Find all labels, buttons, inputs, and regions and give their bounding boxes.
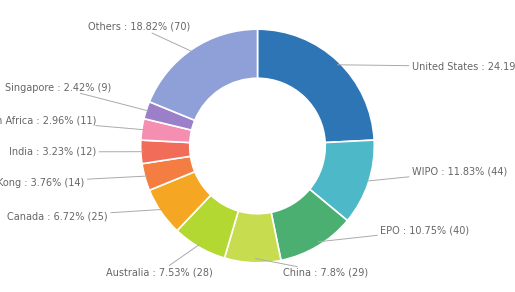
Text: United States : 24.19% (90): United States : 24.19% (90): [337, 62, 515, 72]
Text: Others : 18.82% (70): Others : 18.82% (70): [88, 22, 193, 52]
Wedge shape: [149, 172, 211, 231]
Text: EPO : 10.75% (40): EPO : 10.75% (40): [318, 225, 469, 242]
Wedge shape: [144, 102, 195, 130]
Wedge shape: [142, 156, 195, 190]
Wedge shape: [310, 140, 374, 220]
Text: WIPO : 11.83% (44): WIPO : 11.83% (44): [367, 167, 507, 181]
Text: Chinese Hong Kong : 3.76% (14): Chinese Hong Kong : 3.76% (14): [0, 176, 147, 188]
Wedge shape: [258, 29, 374, 142]
Text: Canada : 6.72% (25): Canada : 6.72% (25): [7, 209, 162, 221]
Text: South Africa : 2.96% (11): South Africa : 2.96% (11): [0, 115, 144, 130]
Wedge shape: [141, 119, 192, 142]
Text: China : 7.8% (29): China : 7.8% (29): [255, 258, 368, 277]
Wedge shape: [271, 189, 348, 260]
Text: Australia : 7.53% (28): Australia : 7.53% (28): [107, 245, 213, 277]
Wedge shape: [141, 140, 191, 164]
Wedge shape: [225, 211, 281, 263]
Text: India : 3.23% (12): India : 3.23% (12): [9, 147, 143, 157]
Text: Singapore : 2.42% (9): Singapore : 2.42% (9): [5, 83, 148, 111]
Wedge shape: [177, 195, 238, 258]
Wedge shape: [149, 29, 258, 120]
